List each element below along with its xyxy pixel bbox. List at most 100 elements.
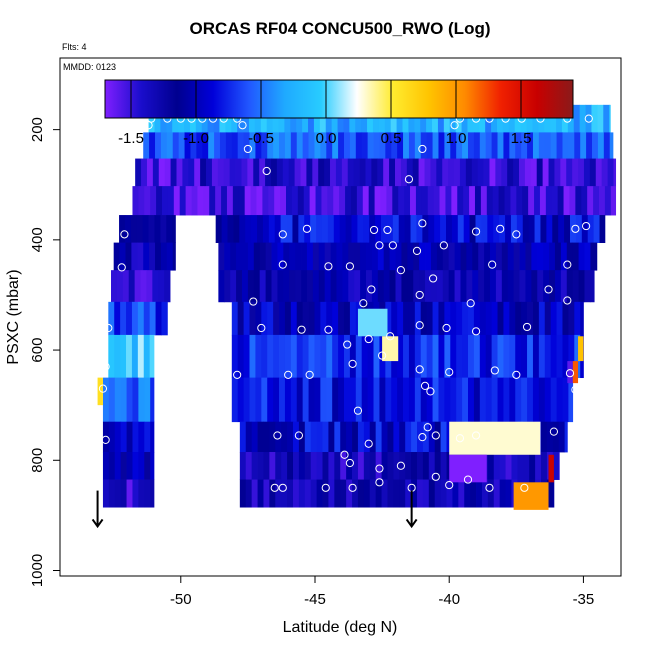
- heatmap-cell: [566, 158, 573, 187]
- heatmap-cell: [490, 242, 497, 271]
- heatmap-cell: [421, 186, 429, 216]
- heatmap-cell: [464, 479, 471, 508]
- heatmap-cell: [527, 334, 534, 379]
- sample-marker: [471, 431, 481, 440]
- y-tick-label: 1000: [29, 554, 46, 587]
- heatmap-cell: [346, 452, 353, 480]
- heatmap-cell: [440, 215, 447, 244]
- heatmap-cell: [338, 334, 345, 379]
- heatmap-cell: [302, 334, 309, 379]
- heatmap-cell: [343, 334, 351, 379]
- heatmap-cell: [369, 421, 377, 453]
- heatmap-cell: [465, 158, 473, 187]
- heatmap-cell: [442, 158, 449, 187]
- heatmap-cell: [276, 158, 284, 187]
- heatmap-cell: [469, 215, 476, 244]
- heatmap-cell: [560, 270, 568, 303]
- heatmap-cell: [537, 242, 544, 271]
- heatmap-cell: [349, 377, 357, 423]
- heatmap-cell: [253, 242, 261, 271]
- heatmap-cell: [397, 334, 404, 379]
- heatmap-cell: [451, 186, 458, 216]
- heatmap-cell: [474, 186, 482, 216]
- sample-marker: [423, 423, 432, 432]
- heatmap-cell: [473, 104, 480, 133]
- heatmap-cell: [336, 242, 343, 271]
- heatmap-cell: [148, 215, 155, 244]
- heatmap-cell: [440, 421, 447, 453]
- heatmap-cell: [120, 479, 127, 508]
- heatmap-cell: [346, 479, 353, 508]
- heatmap-cell: [485, 132, 493, 159]
- sample-marker: [262, 166, 271, 176]
- heatmap-cell: [497, 377, 504, 423]
- heatmap-cell: [324, 270, 331, 303]
- heatmap-cell: [340, 452, 347, 480]
- heatmap-cell: [509, 377, 516, 423]
- x-tick-label: -50: [170, 591, 192, 608]
- heatmap-cell: [367, 334, 374, 379]
- heatmap-cell: [255, 334, 262, 379]
- heatmap-cell: [456, 334, 463, 379]
- heatmap-cell: [304, 479, 312, 508]
- heatmap-cell: [332, 377, 339, 423]
- heatmap-cell: [584, 270, 591, 303]
- heatmap-cell: [558, 215, 565, 244]
- heatmap-cell: [301, 242, 308, 271]
- heatmap-cell: [560, 158, 567, 187]
- heatmap-cell: [389, 242, 396, 271]
- sample-marker: [278, 230, 287, 239]
- heatmap-cell: [295, 270, 302, 303]
- heatmap-cell: [501, 242, 509, 271]
- sample-marker: [442, 323, 451, 333]
- sample-marker: [571, 385, 580, 394]
- heatmap-cell: [206, 158, 213, 187]
- heatmap-cell: [306, 242, 314, 271]
- heatmap-cell: [247, 242, 255, 271]
- heatmap-cell: [367, 132, 374, 159]
- heatmap-cell: [562, 132, 569, 159]
- heatmap-cell: [275, 421, 282, 453]
- heatmap-cell: [373, 132, 380, 159]
- heatmap-cell: [265, 270, 272, 303]
- heatmap-cell: [572, 270, 579, 303]
- heatmap-cell: [227, 215, 234, 244]
- heatmap-cell: [253, 270, 261, 303]
- heatmap-cell: [138, 452, 145, 480]
- y-tick-label: 800: [29, 448, 46, 473]
- heatmap-cell: [532, 132, 540, 159]
- heatmap-cell: [379, 132, 386, 159]
- heatmap-cell: [156, 186, 163, 216]
- heatmap-cell: [507, 158, 514, 187]
- heatmap-cell: [272, 104, 279, 133]
- heatmap-cell: [188, 158, 195, 187]
- heatmap-cell: [340, 479, 347, 508]
- heatmap-cell: [269, 452, 276, 480]
- sample-marker: [104, 323, 113, 333]
- heatmap-cell: [277, 270, 284, 303]
- sample-marker: [496, 224, 505, 233]
- heatmap-cell: [548, 158, 555, 187]
- heatmap-cell: [282, 158, 290, 187]
- heatmap-cell: [485, 334, 493, 379]
- heatmap-cell: [546, 421, 554, 453]
- sample-marker: [117, 263, 126, 272]
- heatmap-cell: [267, 301, 274, 336]
- heatmap-cell: [211, 158, 219, 187]
- heatmap-cell: [491, 132, 498, 159]
- heatmap-cell: [146, 158, 154, 187]
- heatmap-cell: [334, 421, 341, 453]
- heatmap-cell: [430, 158, 437, 187]
- heatmap-cell: [483, 158, 490, 187]
- heatmap-cell: [414, 132, 422, 159]
- heatmap-cell: [271, 270, 278, 303]
- heatmap-cell: [414, 334, 422, 379]
- heatmap-cell: [249, 301, 256, 336]
- heatmap-cell: [332, 334, 339, 379]
- heatmap-cell: [521, 377, 528, 423]
- x-tick-label: -35: [573, 591, 595, 608]
- heatmap-cell: [484, 270, 491, 303]
- heatmap-cell: [120, 301, 127, 336]
- heatmap-cell: [347, 158, 355, 187]
- heatmap-cell: [428, 452, 436, 480]
